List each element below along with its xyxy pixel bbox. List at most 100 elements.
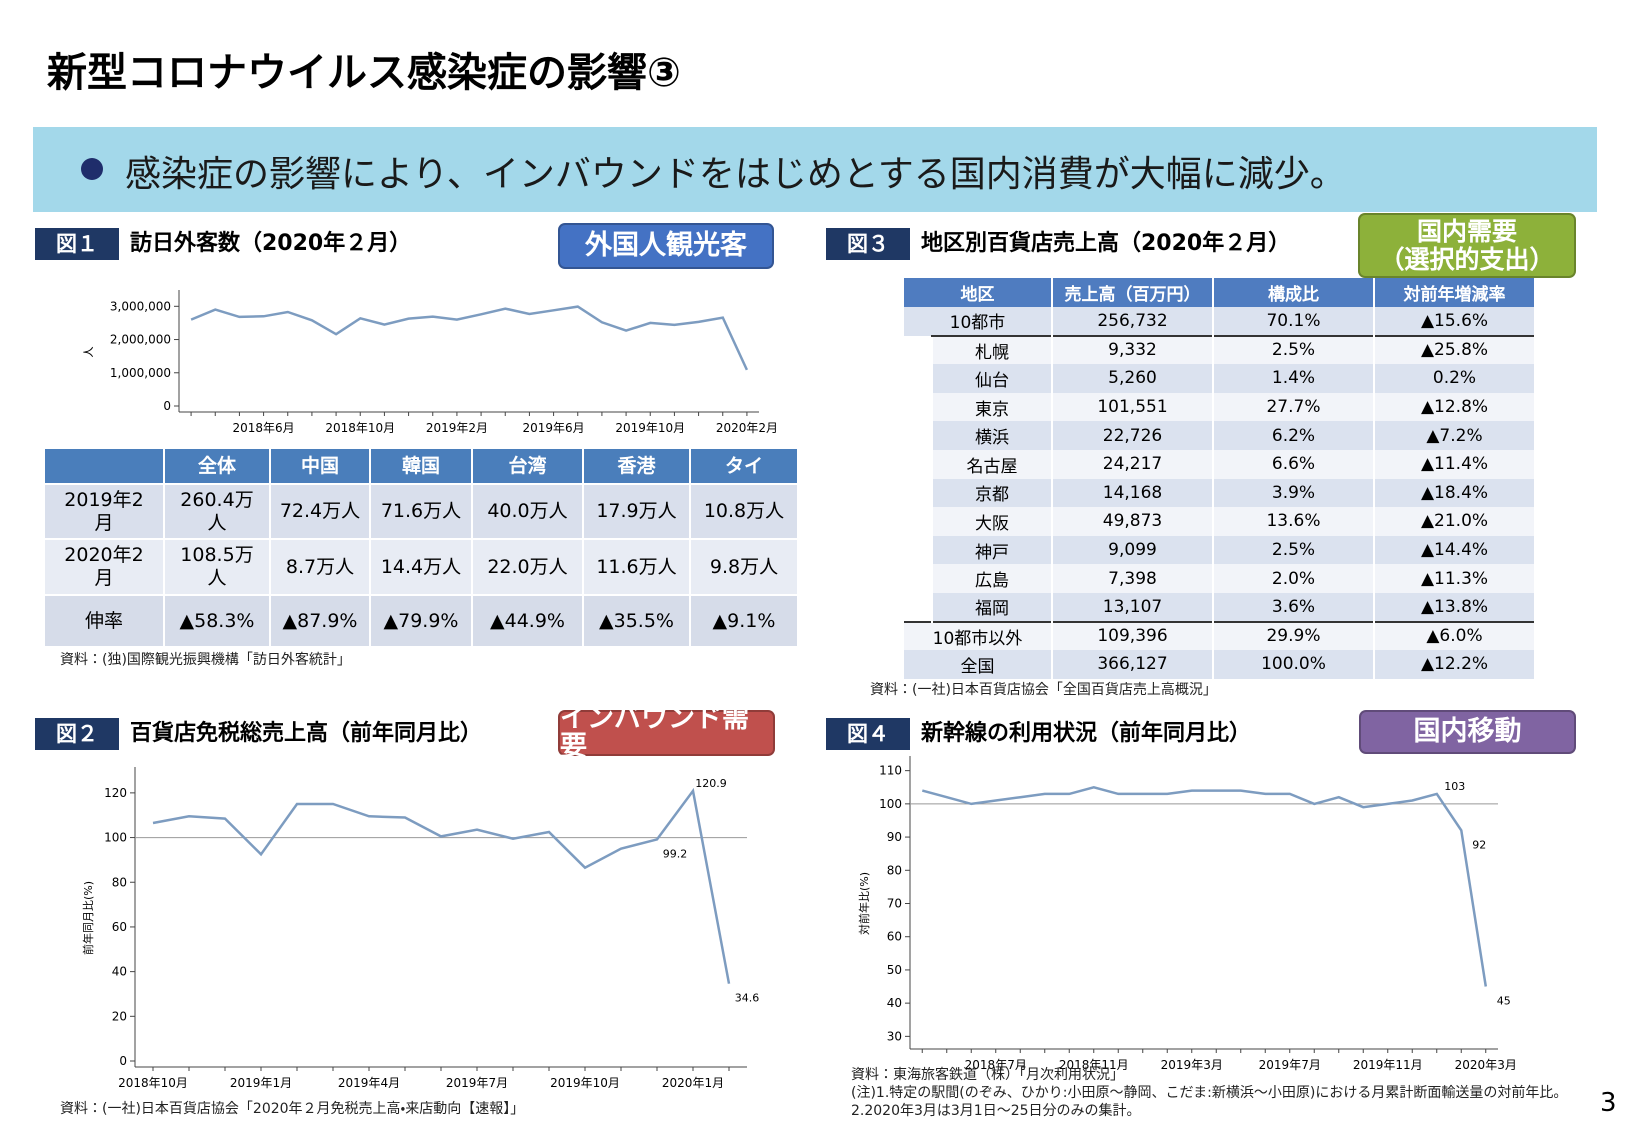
- cell: 11.6万人: [582, 538, 691, 596]
- cell: 100.0%: [1212, 650, 1375, 679]
- header-cell: 構成比: [1212, 278, 1375, 307]
- x-tick-label: 2018年10月: [118, 1076, 188, 1090]
- header-row: 地区 売上高（百万円） 構成比 対前年増減率: [902, 278, 1536, 307]
- y-tick-label: 70: [887, 897, 902, 911]
- cell: 札幌: [931, 334, 1053, 365]
- cell: ▲12.8%: [1373, 392, 1536, 422]
- cell: ▲58.3%: [163, 594, 271, 648]
- cell: ▲18.4%: [1373, 478, 1536, 508]
- row-label: 伸率: [43, 594, 165, 648]
- y-axis-label: 人: [82, 347, 95, 358]
- y-tick-label: 60: [112, 920, 127, 934]
- x-tick-label: 2019年10月: [550, 1076, 620, 1090]
- y-tick-label: 100: [879, 797, 902, 811]
- tag-text: インバウンド需要: [560, 703, 749, 762]
- cell: 0.2%: [1373, 364, 1536, 393]
- page-number: 3: [1600, 1088, 1617, 1118]
- figure-tag: 国内移動: [1359, 710, 1576, 754]
- bullet: [81, 158, 103, 180]
- y-tick-label: 60: [887, 930, 902, 944]
- indent-cell: [902, 564, 933, 593]
- row: 伸率 ▲58.3% ▲87.9% ▲79.9% ▲44.9% ▲35.5% ▲9.1%: [43, 594, 799, 648]
- x-tick-label: 2020年2月: [716, 421, 778, 435]
- figure-title: 新幹線の利用状況（前年同月比）: [921, 721, 1252, 746]
- header-cell: 中国: [269, 447, 371, 485]
- cell: 40.0万人: [471, 483, 584, 540]
- note: 資料：東海旅客鉄道（株）「月次利用状況」: [851, 1067, 1124, 1083]
- cell: ▲44.9%: [471, 594, 584, 648]
- x-tick-label: 2019年11月: [1353, 1058, 1423, 1072]
- corner-cell: [43, 447, 165, 485]
- row: 10都市 256,732 70.1% ▲15.6%: [902, 307, 1536, 336]
- cell: ▲35.5%: [582, 594, 691, 648]
- row: 広島 7,398 2.0% ▲11.3%: [902, 564, 1536, 593]
- note: 資料：(一社)日本百貨店協会「全国百貨店売上高概況」: [870, 682, 1217, 698]
- y-tick-label: 80: [112, 875, 127, 889]
- cell: 横浜: [931, 421, 1053, 450]
- indent-cell: [902, 449, 933, 479]
- cell: 14,168: [1051, 478, 1214, 508]
- x-tick-label: 2020年3月: [1455, 1058, 1517, 1072]
- row: 全国 366,127 100.0% ▲12.2%: [902, 650, 1536, 679]
- tag-text: （選択的支出）: [1379, 244, 1555, 274]
- y-tick-label: 120: [104, 786, 127, 800]
- cell: 7,398: [1051, 564, 1214, 593]
- cell: 109,396: [1051, 620, 1214, 651]
- y-tick-label: 30: [887, 1029, 902, 1043]
- y-tick-label: 50: [887, 963, 902, 977]
- x-tick-label: 2019年7月: [446, 1076, 508, 1090]
- header-cell: 全体: [163, 447, 271, 485]
- tag-text: 外国人観光客: [585, 230, 747, 261]
- row: 札幌 9,332 2.5% ▲25.8%: [902, 334, 1536, 365]
- cell: 260.4万人: [163, 483, 271, 540]
- figure-title: 地区別百貨店売上高（2020年２月）: [921, 231, 1291, 256]
- data-line: [921, 786, 1488, 987]
- cell: 2.0%: [1212, 564, 1375, 593]
- figure-title: 百貨店免税総売上高（前年同月比）: [130, 721, 483, 746]
- cell: 9.8万人: [689, 538, 799, 596]
- figure-label: 図２: [35, 718, 119, 750]
- cell: 8.7万人: [269, 538, 371, 596]
- header-cell: 香港: [582, 447, 691, 485]
- cell: ▲12.2%: [1373, 650, 1536, 679]
- banner: 感染症の影響により、インバウンドをはじめとする国内消費が大幅に減少。: [33, 127, 1597, 212]
- x-tick-label: 2018年7月: [965, 1058, 1027, 1072]
- cell: 3.6%: [1212, 592, 1375, 622]
- cell: ▲25.8%: [1373, 334, 1536, 365]
- indent-cell: [902, 592, 933, 622]
- tag-text: 国内需要: [1416, 216, 1517, 246]
- y-tick-label: 110: [879, 764, 902, 778]
- row: 仙台 5,260 1.4% 0.2%: [902, 364, 1536, 393]
- page-title: 新型コロナウイルス感染症の影響③: [47, 50, 681, 96]
- indent-cell: [902, 535, 933, 565]
- indent-cell: [902, 421, 933, 450]
- cell: 全国: [902, 650, 1053, 679]
- figure-label: 図３: [826, 228, 910, 260]
- figure-title: 訪日外客数（2020年２月）: [130, 231, 412, 256]
- header-cell: タイ: [689, 447, 799, 485]
- row: 大阪 49,873 13.6% ▲21.0%: [902, 507, 1536, 536]
- cell: ▲11.4%: [1373, 449, 1536, 479]
- cell: 108.5万人: [163, 538, 271, 596]
- cell: 13,107: [1051, 592, 1214, 622]
- x-tick-label: 2019年7月: [1259, 1058, 1321, 1072]
- y-tick-label: 40: [112, 965, 127, 979]
- row: 京都 14,168 3.9% ▲18.4%: [902, 478, 1536, 508]
- x-tick-label: 2018年10月: [325, 421, 395, 435]
- x-tick-label: 2018年11月: [1059, 1058, 1129, 1072]
- row: 名古屋 24,217 6.6% ▲11.4%: [902, 449, 1536, 479]
- value-label: 103: [1444, 780, 1465, 793]
- y-tick-label: 3,000,000: [110, 299, 171, 313]
- row: 福岡 13,107 3.6% ▲13.8%: [902, 592, 1536, 622]
- header-cell: 韓国: [369, 447, 473, 485]
- cell: 1.4%: [1212, 364, 1375, 393]
- cell: 神戸: [931, 535, 1053, 565]
- cell: 広島: [931, 564, 1053, 593]
- note: 資料：(一社)日本百貨店協会「2020年２月免税売上高・来店動向【速報】」: [60, 1101, 525, 1117]
- cell: ▲13.8%: [1373, 592, 1536, 622]
- cell: ▲7.2%: [1373, 421, 1536, 450]
- header-cell: 地区: [902, 278, 1053, 307]
- notes: 資料：(独)国際観光振興機構「訪日外客統計」: [60, 651, 351, 669]
- y-tick-label: 20: [112, 1009, 127, 1023]
- notes: 資料：(一社)日本百貨店協会「全国百貨店売上高概況」: [870, 681, 1217, 699]
